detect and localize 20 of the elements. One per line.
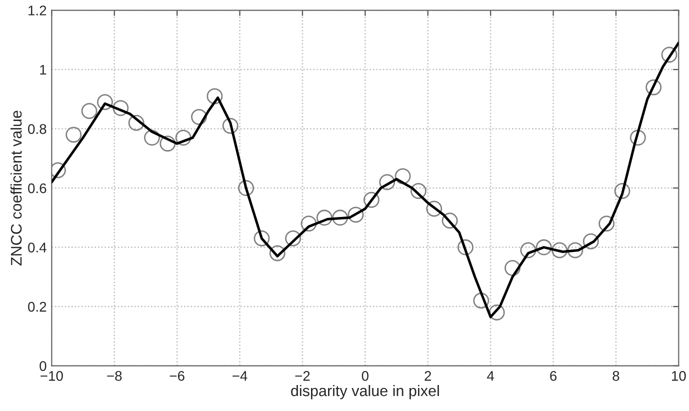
y-tick-label: 0.6 xyxy=(28,183,46,194)
x-tick-label: 4 xyxy=(487,371,494,381)
x-tick-label: −2 xyxy=(295,371,310,381)
x-tick-label: −10 xyxy=(40,371,63,381)
y-tick-label: 1.2 xyxy=(28,6,46,16)
x-tick-label: 8 xyxy=(612,371,620,381)
x-tick-label: 2 xyxy=(424,371,432,381)
y-tick-label: 0 xyxy=(40,361,46,371)
y-tick-label: 0.2 xyxy=(28,302,46,312)
y-tick-label: 0.4 xyxy=(28,242,46,252)
x-tick-label: −4 xyxy=(232,371,248,381)
x-axis-title: disparity value in pixel xyxy=(291,384,439,400)
x-tick-label: 10 xyxy=(672,371,686,381)
x-tick-label: 0 xyxy=(362,371,368,381)
x-tick-label: −8 xyxy=(107,371,122,381)
y-tick-label: 1 xyxy=(40,65,46,75)
x-tick-label: 6 xyxy=(550,371,557,381)
y-tick-label: 0.8 xyxy=(28,124,46,134)
y-axis-title: ZNCC coefficient value xyxy=(10,110,22,266)
x-tick-label: −6 xyxy=(170,371,184,381)
